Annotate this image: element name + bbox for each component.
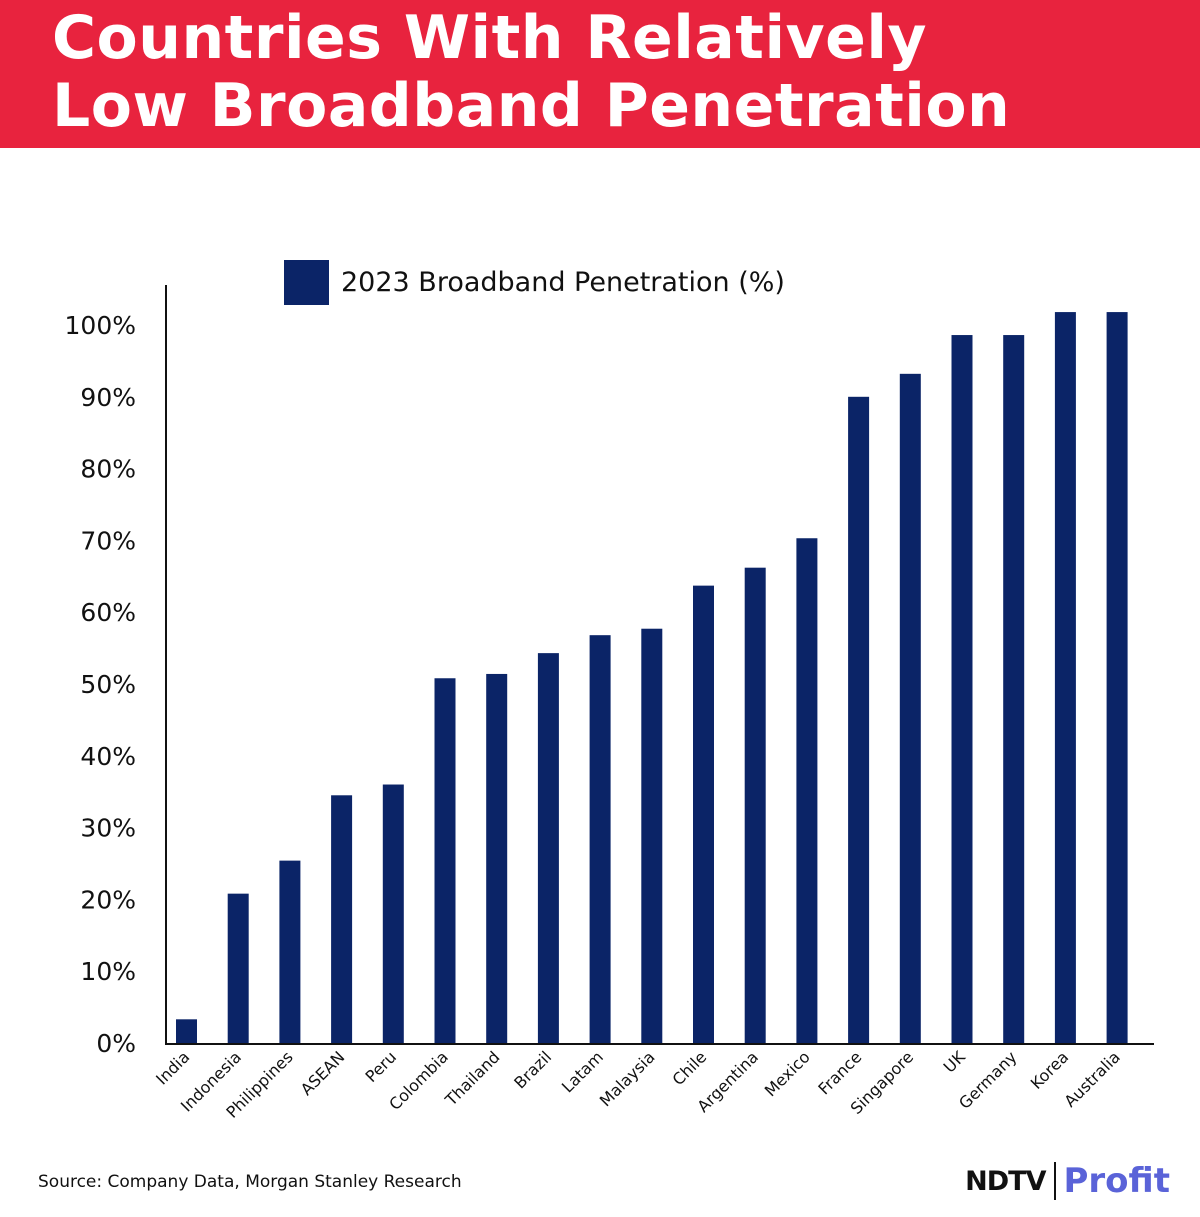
brand-logo: NDTV Profit [965,1158,1170,1204]
x-tick-label: Mexico [761,1047,814,1100]
bar-korea [1054,312,1076,1043]
y-tick-label: 60% [80,598,136,627]
y-tick-label: 10% [80,957,136,986]
y-tick-label: 100% [65,311,136,340]
y-tick-label: 80% [80,455,136,484]
bar-uk [951,335,973,1043]
legend-swatch [284,259,329,305]
bar-chile [693,585,714,1043]
bar-latam [589,635,611,1043]
bar-brazil [537,653,559,1043]
bars [176,312,1128,1044]
title-line-2: Low Broadband Penetration [52,71,1011,141]
x-tick-label: France [814,1047,865,1098]
bar-malaysia [641,628,663,1043]
y-tick-label: 0% [96,1029,136,1058]
bar-singapore [899,373,921,1044]
x-tick-label: Korea [1027,1047,1073,1093]
y-tick-label: 50% [80,670,136,699]
title-line-1: Countries With Relatively [52,3,928,73]
y-tick-label: 30% [80,814,136,843]
x-tick-label: UK [940,1047,969,1076]
x-tick-label: Thailand [441,1047,504,1110]
y-tick-label: 40% [80,742,136,771]
title-banner [0,0,1200,148]
bar-mexico [796,538,818,1043]
bar-asean [331,795,353,1043]
legend: 2023 Broadband Penetration (%) [284,259,785,305]
y-tick-labels: 0% 10% 20% 30% 40% 50% 60% 70% 80% 90% 100% [65,311,136,1058]
x-tick-label: Malaysia [596,1047,659,1110]
x-tick-label: ASEAN [297,1047,349,1099]
bar-peru [382,784,404,1043]
bar-argentina [744,567,766,1043]
legend-label: 2023 Broadband Penetration (%) [341,266,785,298]
bar-france [848,396,870,1043]
bar-germany [1003,335,1025,1043]
brand-divider [1053,1162,1056,1200]
x-tick-label: Brazil [510,1047,555,1092]
x-tick-label: India [152,1047,193,1088]
bar-philippines [279,860,301,1043]
source-note: Source: Company Data, Morgan Stanley Res… [38,1172,462,1192]
y-tick-label: 90% [80,383,136,412]
chart-title: Countries With Relatively Low Broadband … [52,4,1172,140]
bar-colombia [434,678,456,1043]
x-tick-label: Latam [558,1047,607,1096]
bar-thailand [486,673,508,1043]
brand-ndtv: NDTV [965,1165,1046,1197]
brand-profit: Profit [1063,1161,1171,1201]
bar-australia [1106,312,1128,1043]
y-tick-label: 70% [80,526,136,555]
bar-indonesia [227,893,249,1043]
x-tick-label: Australia [1060,1047,1123,1110]
bar-india [176,1019,197,1043]
y-tick-label: 20% [80,885,136,914]
x-tick-label: Peru [361,1047,400,1086]
x-tick-label: Chile [669,1047,711,1089]
